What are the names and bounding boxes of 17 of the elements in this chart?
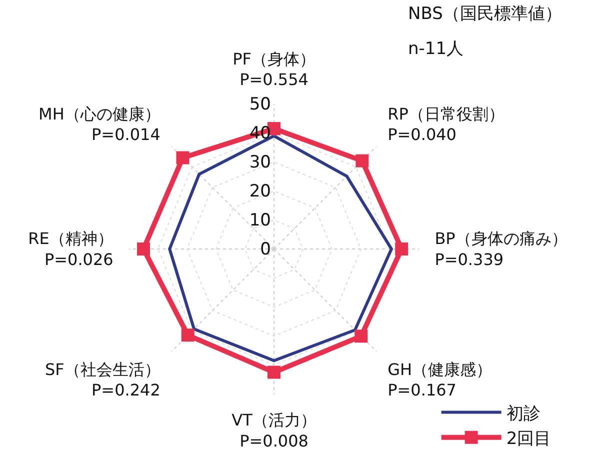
spoke-label: RP（日常役割） P=0.040 — [388, 104, 504, 144]
spoke-label: RE（精神） P=0.026 — [28, 229, 114, 269]
y-tick-label: 20 — [249, 182, 271, 202]
legend-label: 2回目 — [506, 428, 552, 449]
y-tick-label: 50 — [249, 94, 271, 115]
spoke-label: GH（健康感） P=0.167 — [388, 360, 492, 400]
legend-label: 初診 — [506, 404, 540, 424]
spoke-label: PF（身体） P=0.554 — [232, 49, 316, 90]
spoke-label: SF（社会生活） P=0.242 — [45, 360, 160, 400]
y-tick-label: 0 — [260, 240, 271, 260]
y-tick-label: 10 — [249, 210, 271, 231]
text: n-11人 — [408, 39, 464, 59]
text: NBS（国民標準値） — [408, 4, 562, 24]
spoke-label: VT（活力） P=0.008 — [232, 410, 316, 450]
spoke-label: MH（心の健康） P=0.014 — [38, 104, 160, 144]
spoke-label: BP（身体の痛み） P=0.339 — [434, 229, 568, 269]
y-tick-label: 30 — [249, 152, 271, 173]
